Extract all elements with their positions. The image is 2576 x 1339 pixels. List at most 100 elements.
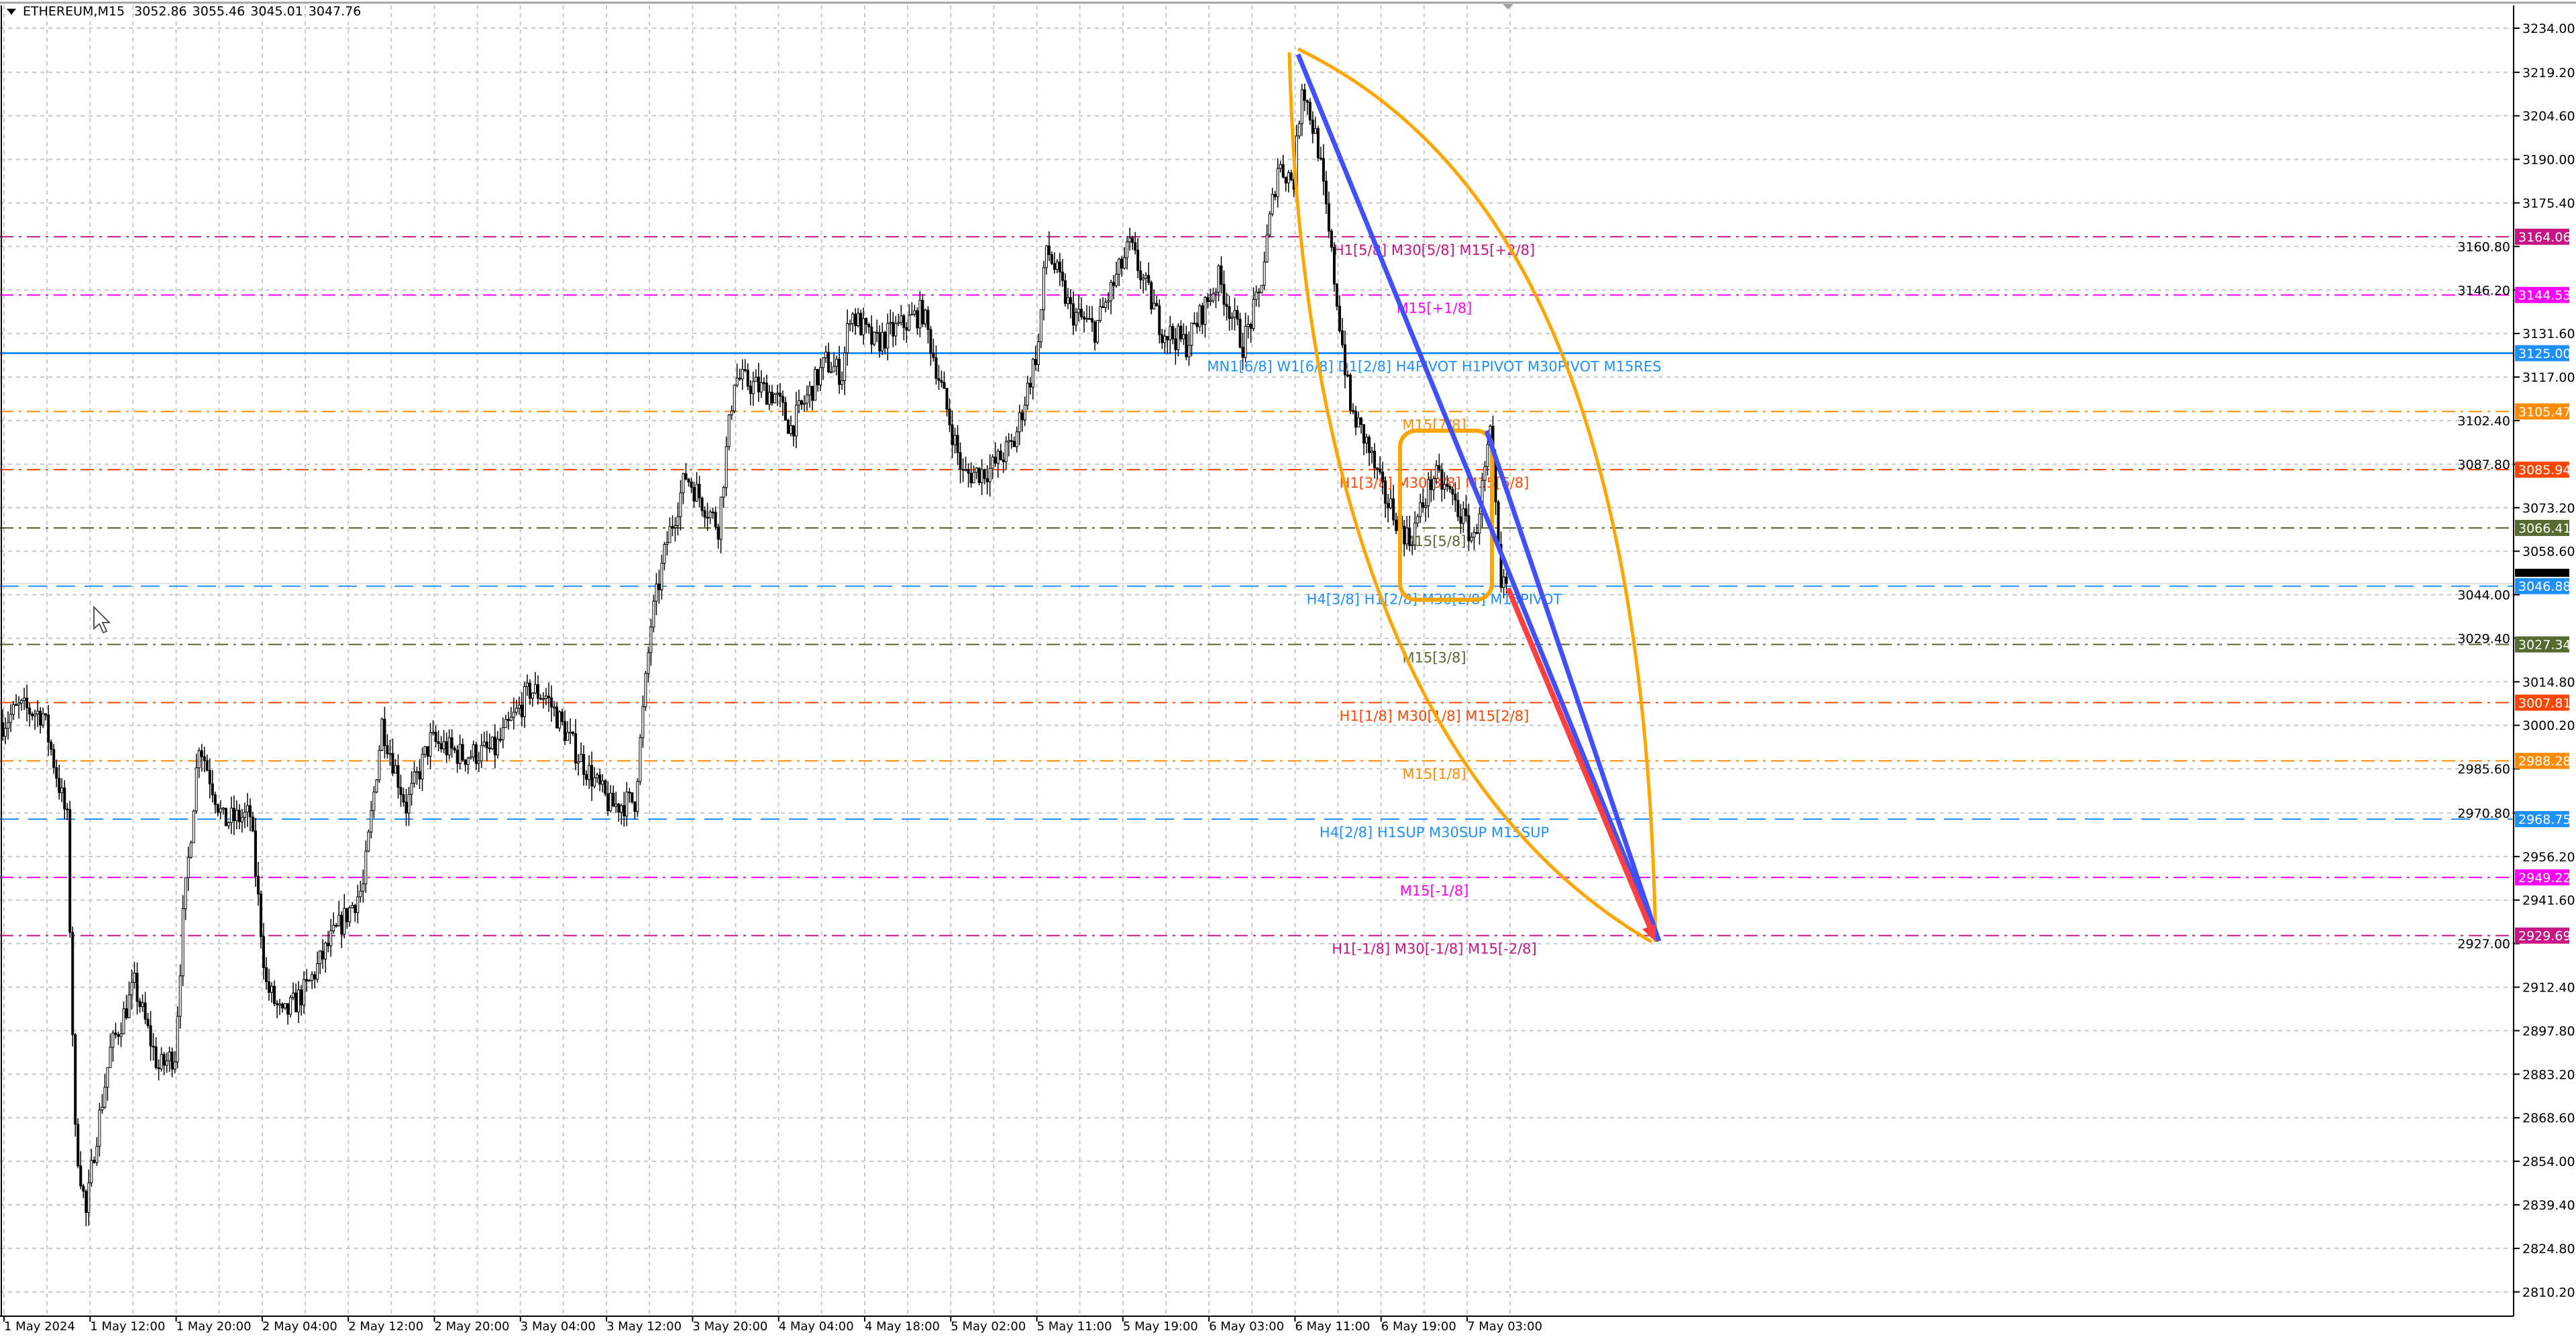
blue-projection-line-1[interactable] (1295, 53, 1662, 943)
candle-body (55, 767, 58, 779)
blue-projection-line-2[interactable] (1484, 429, 1662, 943)
candle-body (1281, 164, 1285, 178)
candle-body (1499, 544, 1503, 588)
candle-body (141, 1002, 144, 1008)
candle-body (1354, 411, 1358, 428)
menu-triangle-icon[interactable] (7, 9, 16, 15)
candle-body (504, 718, 507, 729)
candle-body (1174, 338, 1177, 350)
price-badge-label: 2988.28 (2518, 754, 2571, 769)
candle-body (652, 600, 655, 628)
candle-body (1324, 180, 1328, 205)
candle-body (1392, 498, 1395, 521)
candle-body (1166, 335, 1169, 341)
time-tick-label: 5 May 02:00 (951, 1320, 1026, 1334)
candles (1, 83, 1508, 1226)
candle-body (93, 1160, 96, 1163)
candle-body (133, 973, 136, 983)
candle-body (1371, 450, 1374, 453)
candle-body (1384, 480, 1387, 504)
candle-body (480, 745, 483, 761)
candle-body (208, 769, 211, 784)
candle-body (1287, 172, 1290, 184)
candle-body (407, 794, 411, 814)
candle-body (1058, 262, 1061, 273)
time-tick-label: 4 May 04:00 (779, 1320, 854, 1334)
candle-body (1454, 494, 1457, 501)
candle-body (9, 714, 13, 723)
time-tick-label: 5 May 11:00 (1037, 1320, 1112, 1334)
candle-body (1478, 513, 1481, 534)
candle-body (719, 496, 722, 540)
candle-body (1459, 516, 1462, 524)
candle-body (684, 473, 688, 480)
time-tick-label: 6 May 19:00 (1381, 1320, 1456, 1334)
candle-body (221, 808, 225, 810)
candle-body (76, 1124, 80, 1167)
level-label: H4[2/8] H1SUP M30SUP M15SUP (1320, 824, 1549, 841)
candle-body (106, 1067, 109, 1088)
price-axis[interactable]: 3234.00 3219.20 3204.60 3190.00 3175.40 3160.… (2457, 21, 2575, 1300)
orange-arc-left[interactable] (1287, 52, 1653, 944)
candle-body (1182, 334, 1185, 339)
candle-body (951, 424, 954, 445)
candle-body (983, 469, 986, 479)
candle-body (523, 686, 526, 717)
candle-body (757, 376, 760, 392)
candle-body (905, 327, 908, 331)
candle-body (577, 761, 580, 764)
time-tick-label: 7 May 03:00 (1467, 1320, 1542, 1334)
candle-body (273, 985, 276, 1004)
candle-body (908, 315, 911, 331)
candle-body (316, 963, 319, 980)
candle-body (660, 562, 663, 590)
candle-body (1107, 300, 1110, 303)
candle-body (1411, 544, 1414, 547)
candle-body (708, 511, 712, 519)
candle-body (267, 981, 270, 993)
candle-body (811, 386, 814, 401)
candle-body (943, 382, 946, 389)
time-tick-label: 6 May 03:00 (1209, 1320, 1284, 1334)
level-label: M15[-1/8] (1400, 883, 1469, 899)
orange-arc-right[interactable] (1297, 47, 1658, 943)
price-tick-label: 3190.00 (2522, 153, 2575, 168)
chart-shift-marker-icon[interactable] (1503, 4, 1513, 9)
candle-body (461, 744, 464, 761)
candle-body (827, 352, 830, 373)
candle-body (1214, 292, 1218, 294)
red-arrow-line[interactable] (1505, 587, 1654, 932)
red-arrow-head-icon (1642, 924, 1656, 942)
candle-body (386, 745, 389, 755)
level-label: M15[5/8] (1402, 533, 1466, 549)
candle-body (173, 1061, 176, 1070)
level-price-badges: 3164.06 3144.53 3125.00 3105.47 3085.94 3066.… (2515, 228, 2571, 944)
price-badge (2515, 286, 2569, 303)
candle-body (203, 756, 206, 761)
candle-body (913, 310, 916, 315)
candle-body (550, 697, 553, 708)
time-axis[interactable]: 1 May 2024 1 May 12:00 1 May 20:00 2 May 04… (3, 1316, 1542, 1334)
candle-body (496, 739, 499, 755)
orange-consolidation-box[interactable] (1398, 429, 1494, 602)
candle-body (1144, 274, 1148, 279)
candle-body (671, 526, 674, 529)
candle-body (1335, 284, 1338, 307)
grid (0, 5, 2514, 1316)
time-tick-label: 1 May 20:00 (176, 1320, 252, 1334)
candle-body (289, 997, 292, 1015)
candle-body (894, 323, 898, 337)
candle-body (1276, 168, 1279, 197)
candle-body (1023, 405, 1026, 421)
candle-body (690, 482, 693, 488)
candle-body (1265, 234, 1269, 263)
candle-body (176, 1016, 179, 1063)
candle-body (1190, 323, 1193, 346)
candle-body (916, 310, 919, 329)
candle-body (453, 747, 456, 751)
candle-body (200, 750, 203, 757)
candle-body (1427, 479, 1430, 506)
candle-body (50, 741, 53, 750)
candle-body (501, 727, 504, 741)
